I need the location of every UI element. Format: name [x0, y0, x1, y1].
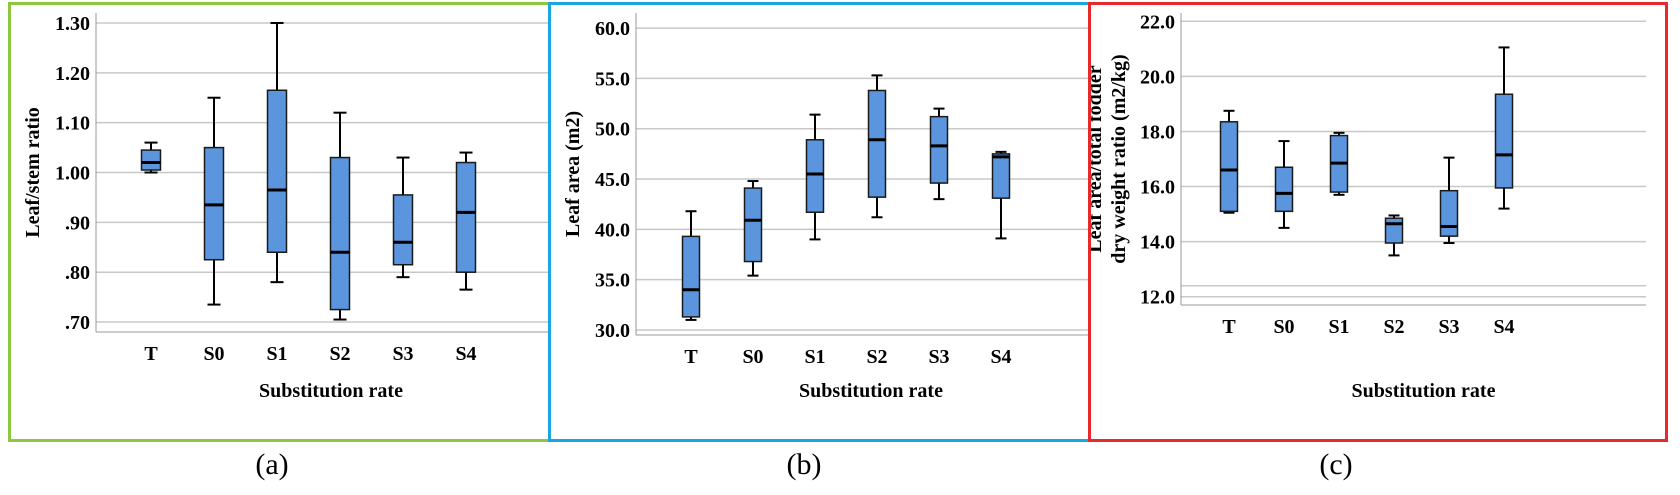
y-tick-label: 35.0	[595, 270, 630, 292]
panel-a: .70 .80 .90 1.00 1.10 1.20 1.30 T S0 S1 S2 S3 S4 Subs…	[8, 2, 588, 442]
box-group-s3	[929, 107, 949, 201]
y-axis-label-line2: dry weight ratio (m2/kg)	[1108, 54, 1130, 263]
iqr-box	[1494, 93, 1514, 189]
box-group-s1	[805, 113, 825, 241]
box-group-s1	[266, 21, 288, 284]
box-group-s0	[203, 96, 225, 306]
chart-b-svg: 30.0 35.0 40.0 45.0 50.0 55.0 60.0 T S0 S1 S2 S3 S4 S…	[562, 13, 1106, 402]
x-tick-label: S4	[990, 346, 1011, 368]
iqr-box	[1274, 166, 1294, 213]
y-axis-label: Leaf/stem ratio	[22, 107, 44, 238]
x-tick-label: S2	[329, 343, 350, 365]
y-tick-label: 30.0	[595, 320, 630, 342]
box-group-s1	[1329, 131, 1349, 196]
x-tick-label: S3	[1438, 316, 1459, 338]
x-tick-label: T	[684, 346, 698, 368]
y-tick-label: 1.20	[55, 63, 90, 85]
box-group-s0	[1274, 140, 1294, 229]
iqr-box	[329, 156, 351, 311]
x-axis-label: Substitution rate	[799, 380, 943, 402]
y-tick-label: 1.10	[55, 113, 90, 135]
x-tick-label: S1	[266, 343, 287, 365]
box-group-s3	[392, 156, 414, 279]
iqr-box	[455, 161, 477, 273]
iqr-box	[991, 153, 1011, 199]
box-group-s2	[867, 74, 887, 219]
caption-b: (b)	[786, 448, 822, 481]
chart-a-svg: .70 .80 .90 1.00 1.10 1.20 1.30 T S0 S1 S2 S3 S4 Subs…	[22, 13, 566, 402]
x-tick-label: S4	[455, 343, 476, 365]
box-group-t	[1219, 109, 1239, 214]
x-tick-label: S2	[866, 346, 887, 368]
iqr-box	[140, 149, 162, 171]
iqr-box	[392, 194, 414, 266]
y-tick-label: 55.0	[595, 68, 630, 90]
y-tick-label: 18.0	[1140, 121, 1175, 143]
box-group-s4	[455, 151, 477, 291]
box-group-s0	[743, 180, 763, 277]
panel-b: 30.0 35.0 40.0 45.0 50.0 55.0 60.0 T S0 S1 S2 S3 S4 S…	[548, 2, 1128, 442]
y-axis-label: Leaf area/total fodder	[1091, 65, 1106, 252]
y-tick-label: 12.0	[1140, 287, 1175, 309]
y-tick-label: 45.0	[595, 169, 630, 191]
x-tick-label: S1	[1328, 316, 1349, 338]
y-tick-label: 16.0	[1140, 177, 1175, 199]
x-axis-label: Substitution rate	[259, 380, 403, 402]
box-group-s3	[1439, 156, 1459, 245]
x-tick-label: S1	[804, 346, 825, 368]
y-tick-label: .90	[65, 212, 90, 234]
y-tick-label: 1.00	[55, 163, 90, 185]
iqr-box	[1219, 121, 1239, 213]
iqr-box	[867, 89, 887, 198]
caption-a: (a)	[255, 448, 289, 481]
y-tick-label: 20.0	[1140, 66, 1175, 88]
x-tick-label: S4	[1493, 316, 1514, 338]
y-tick-label: 1.30	[55, 13, 90, 35]
x-tick-label: T	[1222, 316, 1236, 338]
y-tick-label: 14.0	[1140, 232, 1175, 254]
iqr-box	[743, 187, 763, 263]
iqr-box	[929, 115, 949, 184]
x-tick-label: T	[144, 343, 158, 365]
iqr-box	[681, 235, 701, 318]
iqr-box	[1439, 189, 1459, 237]
x-tick-label: S3	[928, 346, 949, 368]
iqr-box	[266, 89, 288, 253]
box-group-s2	[1384, 214, 1404, 257]
x-tick-label: S0	[742, 346, 763, 368]
y-tick-label: 22.0	[1140, 11, 1175, 33]
x-axis-label: Substitution rate	[1352, 380, 1496, 402]
x-tick-label: S0	[1273, 316, 1294, 338]
y-tick-label: 60.0	[595, 18, 630, 40]
y-tick-label: 40.0	[595, 219, 630, 241]
y-tick-label: .80	[65, 262, 90, 284]
y-tick-label: 50.0	[595, 119, 630, 141]
box-group-s4	[991, 150, 1011, 240]
iqr-box	[1384, 217, 1404, 244]
box-group-s2	[329, 111, 351, 321]
y-axis-label: Leaf area (m2)	[562, 111, 584, 237]
y-tick-label: .70	[65, 312, 90, 334]
box-group-t	[681, 210, 701, 321]
panel-c: 12.0 14.0 16.0 18.0 20.0 22.0 T S0 S1 S2 S3 S4 Subst…	[1088, 2, 1668, 442]
x-tick-label: S2	[1383, 316, 1404, 338]
iqr-box	[805, 139, 825, 213]
x-tick-label: S3	[392, 343, 413, 365]
caption-c: (c)	[1319, 448, 1353, 481]
box-group-s4	[1494, 46, 1514, 210]
x-tick-label: S0	[203, 343, 224, 365]
chart-c-svg: 12.0 14.0 16.0 18.0 20.0 22.0 T S0 S1 S2 S3 S4 Subst…	[1091, 11, 1646, 402]
box-group-t	[140, 141, 162, 174]
